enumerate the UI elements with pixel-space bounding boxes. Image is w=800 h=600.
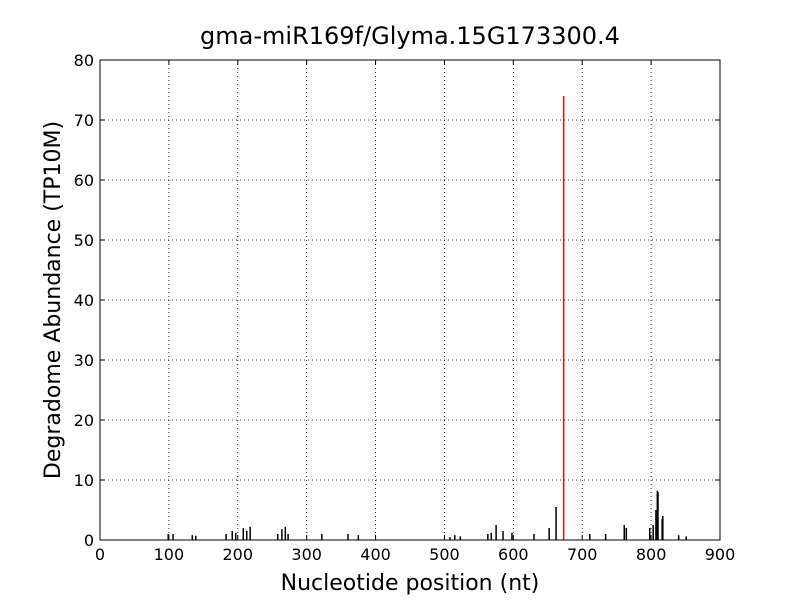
y-tick-label: 70 (74, 111, 94, 130)
x-tick-label: 200 (223, 545, 254, 564)
x-tick-label: 800 (636, 545, 667, 564)
plot-frame (99, 59, 721, 541)
y-tick-label: 10 (74, 471, 94, 490)
x-axis-label: Nucleotide position (nt) (281, 571, 540, 596)
y-tick-label: 50 (74, 231, 94, 250)
x-tick-label: 0 (95, 545, 105, 564)
chart-title: gma-miR169f/Glyma.15G173300.4 (200, 22, 620, 50)
x-tick-label: 100 (154, 545, 185, 564)
y-tick-label: 20 (74, 411, 94, 430)
y-tick-label: 80 (74, 51, 94, 70)
x-tick-label: 900 (705, 545, 736, 564)
x-tick-label: 300 (291, 545, 322, 564)
x-tick-label: 600 (498, 545, 529, 564)
y-tick-label: 60 (74, 171, 94, 190)
y-tick-label: 0 (84, 531, 94, 550)
x-tick-label: 400 (360, 545, 391, 564)
y-tick-label: 30 (74, 351, 94, 370)
y-axis-label: Degradome Abundance (TP10M) (41, 121, 66, 479)
x-tick-label: 500 (429, 545, 460, 564)
y-tick-label: 40 (74, 291, 94, 310)
x-tick-label: 700 (567, 545, 598, 564)
